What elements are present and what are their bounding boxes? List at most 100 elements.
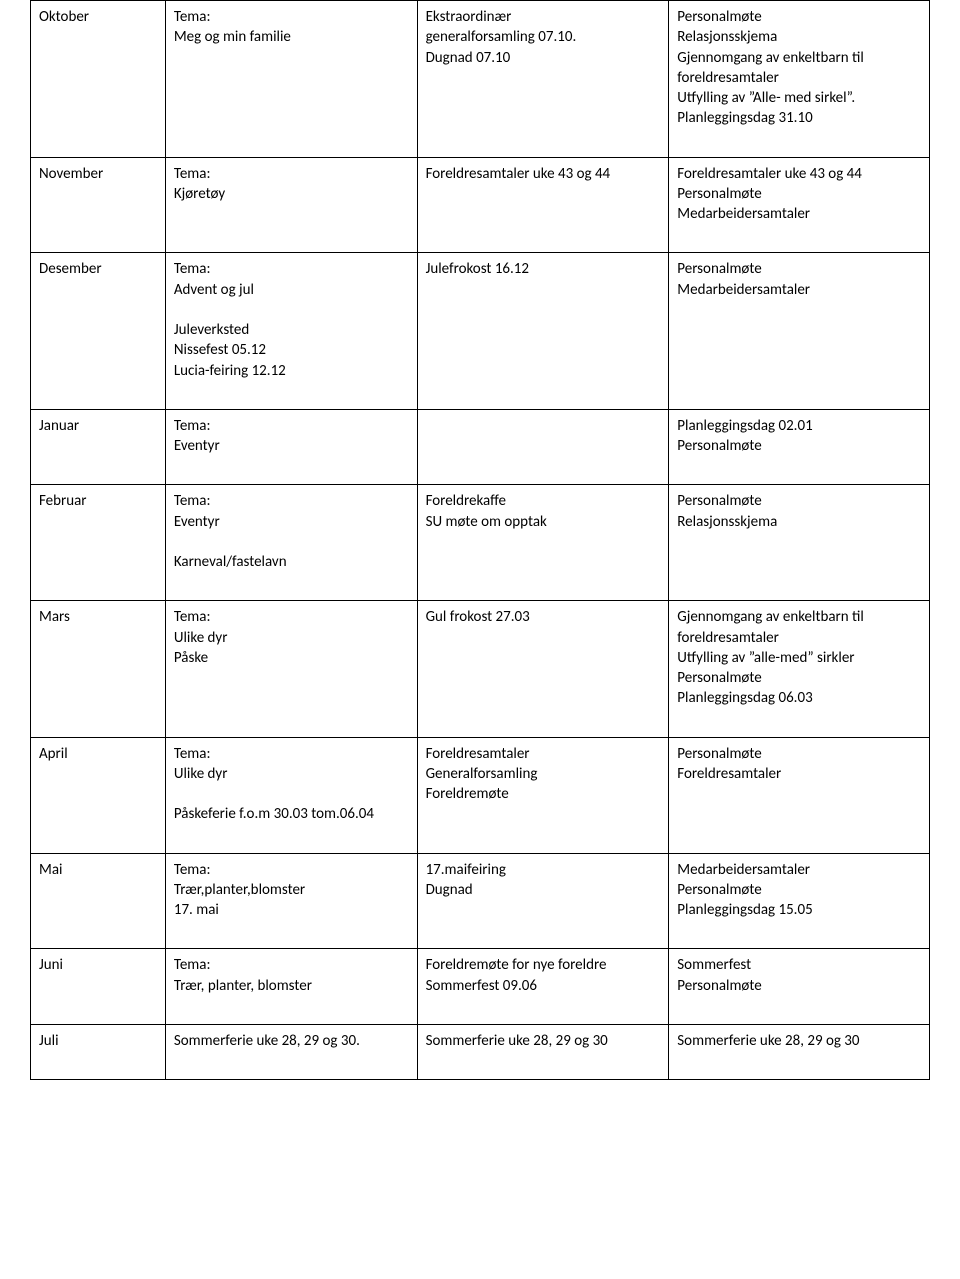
events-cell: ForeldresamtalerGeneralforsamlingForeldr… (417, 737, 669, 853)
events-cell-line: Generalforsamling (426, 764, 661, 784)
events-cell-line: Julefrokost 16.12 (426, 259, 661, 279)
staff-cell-line: Personalmøte (677, 184, 921, 204)
staff-cell: MedarbeidersamtalerPersonalmøtePlanleggi… (669, 853, 930, 949)
theme-cell-line: Juleverksted (174, 320, 409, 340)
month-label: Oktober (39, 7, 157, 27)
month-label: Juli (39, 1031, 157, 1051)
staff-cell: Gjennomgang av enkeltbarn til foreldresa… (669, 601, 930, 737)
staff-cell-line: Planleggingsdag 06.03 (677, 688, 921, 708)
events-cell: Sommerferie uke 28, 29 og 30 (417, 1024, 669, 1079)
theme-cell-line: Ulike dyr (174, 764, 409, 784)
events-cell-line: Foreldrekaffe (426, 491, 661, 511)
staff-cell: Sommerferie uke 28, 29 og 30 (669, 1024, 930, 1079)
staff-cell-line: Utfylling av ”alle-med” sirkler (677, 648, 921, 668)
events-cell-line: Foreldremøte for nye foreldre (426, 955, 661, 975)
staff-cell: Planleggingsdag 02.01Personalmøte (669, 409, 930, 485)
events-cell-line: Foreldremøte (426, 784, 661, 804)
theme-cell-line: Eventyr (174, 436, 409, 456)
schedule-table: OktoberTema:Meg og min familieEkstraordi… (30, 0, 930, 1080)
theme-cell-line: 17. mai (174, 900, 409, 920)
staff-cell-line: Sommerfest (677, 955, 921, 975)
table-row: Januar Tema:Eventyr Planleggingsdag 02.01… (31, 409, 930, 485)
staff-cell-line: Personalmøte (677, 744, 921, 764)
staff-cell: Foreldresamtaler uke 43 og 44Personalmøt… (669, 157, 930, 253)
staff-cell: PersonalmøteForeldresamtaler (669, 737, 930, 853)
month-label: Mars (39, 607, 157, 627)
theme-cell-line: Tema: (174, 164, 409, 184)
theme-cell-line (174, 784, 409, 804)
theme-cell: Tema:Trær,planter,blomster17. mai (165, 853, 417, 949)
table-row: April Tema:Ulike dyr Påskeferie f.o.m 30.… (31, 737, 930, 853)
theme-cell-line: Kjøretøy (174, 184, 409, 204)
month-cell: Juli (31, 1024, 166, 1079)
events-cell-line: Dugnad 07.10 (426, 48, 661, 68)
month-cell: Januar (31, 409, 166, 485)
staff-cell: PersonalmøteMedarbeidersamtaler (669, 253, 930, 410)
staff-cell-line: Planleggingsdag 15.05 (677, 900, 921, 920)
theme-cell-line: Karneval/fastelavn (174, 552, 409, 572)
staff-cell-line: Medarbeidersamtaler (677, 204, 921, 224)
theme-cell-line: Tema: (174, 259, 409, 279)
staff-cell-line: Sommerferie uke 28, 29 og 30 (677, 1031, 921, 1051)
staff-cell-line: Gjennomgang av enkeltbarn til foreldresa… (677, 607, 921, 648)
theme-cell-line: Tema: (174, 955, 409, 975)
staff-cell-line: Personalmøte (677, 976, 921, 996)
table-row: MaiTema:Trær,planter,blomster17. mai17.m… (31, 853, 930, 949)
schedule-table-body: OktoberTema:Meg og min familieEkstraordi… (31, 1, 930, 1080)
theme-cell-line (174, 532, 409, 552)
theme-cell: Tema:Meg og min familie (165, 1, 417, 158)
staff-cell-line: Foreldresamtaler uke 43 og 44 (677, 164, 921, 184)
theme-cell: Tema:Ulike dyr Påskeferie f.o.m 30.03 to… (165, 737, 417, 853)
theme-cell-line: Lucia-feiring 12.12 (174, 361, 409, 381)
events-cell-line: Sommerferie uke 28, 29 og 30 (426, 1031, 661, 1051)
events-cell: Julefrokost 16.12 (417, 253, 669, 410)
staff-cell-line: Gjennomgang av enkeltbarn til foreldresa… (677, 48, 921, 89)
events-cell: 17.maifeiringDugnad (417, 853, 669, 949)
month-cell: Februar (31, 485, 166, 601)
month-cell: Oktober (31, 1, 166, 158)
theme-cell-line: Sommerferie uke 28, 29 og 30. (174, 1031, 409, 1051)
theme-cell-line: Trær, planter, blomster (174, 976, 409, 996)
events-cell-line: SU møte om opptak (426, 512, 661, 532)
theme-cell: Tema:Eventyr (165, 409, 417, 485)
table-row: OktoberTema:Meg og min familieEkstraordi… (31, 1, 930, 158)
theme-cell-line: Påske (174, 648, 409, 668)
theme-cell-line: Advent og jul (174, 280, 409, 300)
staff-cell-line: Medarbeidersamtaler (677, 280, 921, 300)
month-cell: Mars (31, 601, 166, 737)
staff-cell-line: Personalmøte (677, 259, 921, 279)
events-cell-line: Ekstraordinær (426, 7, 661, 27)
month-label: Juni (39, 955, 157, 975)
month-label: Februar (39, 491, 157, 511)
month-label: Januar (39, 416, 157, 436)
theme-cell-line: Påskeferie f.o.m 30.03 tom.06.04 (174, 804, 409, 824)
theme-cell-line: Nissefest 05.12 (174, 340, 409, 360)
theme-cell: Tema:Ulike dyrPåske (165, 601, 417, 737)
theme-cell: Tema:Eventyr Karneval/fastelavn (165, 485, 417, 601)
theme-cell-line: Tema: (174, 7, 409, 27)
page: OktoberTema:Meg og min familieEkstraordi… (0, 0, 960, 1080)
staff-cell-line: Foreldresamtaler (677, 764, 921, 784)
table-row: November Tema:Kjøretøy Foreldresamtaler uk… (31, 157, 930, 253)
events-cell-line: Foreldresamtaler uke 43 og 44 (426, 164, 661, 184)
events-cell-line: Sommerfest 09.06 (426, 976, 661, 996)
staff-cell: SommerfestPersonalmøte (669, 949, 930, 1025)
theme-cell-line: Tema: (174, 416, 409, 436)
theme-cell-line (174, 300, 409, 320)
theme-cell: Tema:Kjøretøy (165, 157, 417, 253)
theme-cell-line: Trær,planter,blomster (174, 880, 409, 900)
month-label: November (39, 164, 157, 184)
events-cell: Foreldremøte for nye foreldreSommerfest … (417, 949, 669, 1025)
month-label: April (39, 744, 157, 764)
staff-cell-line: Personalmøte (677, 436, 921, 456)
staff-cell-line: Personalmøte (677, 491, 921, 511)
events-cell-line: Dugnad (426, 880, 661, 900)
theme-cell-line: Tema: (174, 860, 409, 880)
events-cell: Foreldresamtaler uke 43 og 44 (417, 157, 669, 253)
events-cell: Ekstraordinærgeneralforsamling 07.10.Dug… (417, 1, 669, 158)
events-cell-line: generalforsamling 07.10. (426, 27, 661, 47)
staff-cell-line: Personalmøte (677, 7, 921, 27)
table-row: MarsTema:Ulike dyrPåskeGul frokost 27.03… (31, 601, 930, 737)
month-cell: November (31, 157, 166, 253)
theme-cell: Tema:Advent og jul JuleverkstedNissefest… (165, 253, 417, 410)
